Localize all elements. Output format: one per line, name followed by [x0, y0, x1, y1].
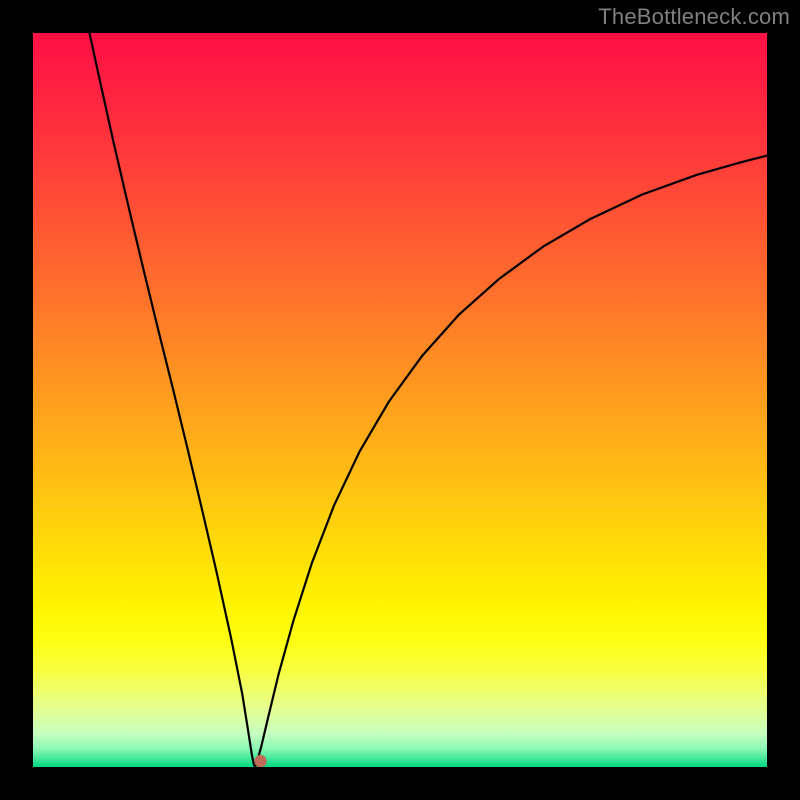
gradient-background: [33, 33, 767, 767]
chart-container: TheBottleneck.com: [0, 0, 800, 800]
plot-area: [33, 33, 767, 767]
watermark-text: TheBottleneck.com: [598, 4, 790, 30]
optimal-point-marker: [254, 755, 266, 767]
bottleneck-curve-chart: [33, 33, 767, 767]
